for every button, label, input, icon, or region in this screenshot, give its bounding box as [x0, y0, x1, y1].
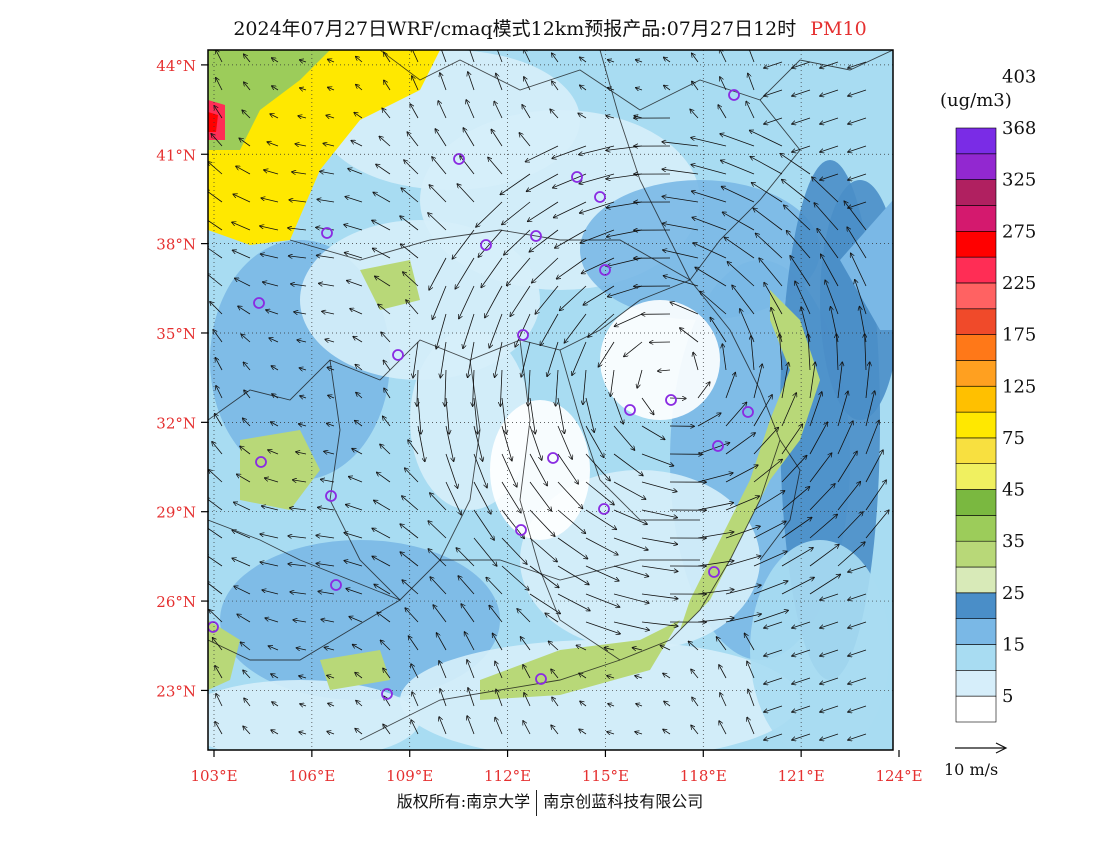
longitude-labels: 103°E 106°E 109°E 112°E 115°E 118°E 121°E 124°E	[190, 767, 922, 785]
legend-swatch	[956, 154, 996, 180]
legend-swatch	[956, 619, 996, 645]
concentration-field	[180, 50, 900, 760]
legend-label: 325	[1002, 170, 1036, 191]
legend-label: 125	[1002, 376, 1036, 397]
legend-label: 225	[1002, 273, 1036, 294]
legend-label: 25	[1002, 583, 1025, 604]
lat-label: 35°N	[156, 325, 196, 343]
legend-label: 368	[1002, 118, 1036, 139]
lon-label: 106°E	[288, 767, 335, 785]
lat-label: 38°N	[156, 236, 196, 254]
lon-label: 124°E	[875, 767, 922, 785]
legend-swatch	[956, 206, 996, 232]
lon-label: 103°E	[190, 767, 237, 785]
legend-swatch	[956, 257, 996, 283]
color-legend: 5 15 25 35 45 75 125 175 225 275 325 368 403	[956, 66, 1036, 722]
footer-separator	[536, 790, 537, 816]
wind-scale-arrow	[955, 743, 1006, 753]
legend-label: 35	[1002, 531, 1025, 552]
lon-label: 121°E	[778, 767, 825, 785]
legend-swatch	[956, 128, 996, 154]
lat-label: 26°N	[156, 593, 196, 611]
lat-label: 29°N	[156, 504, 196, 522]
legend-label: 45	[1002, 480, 1025, 501]
legend-swatch	[956, 541, 996, 567]
latitude-labels: 44°N 41°N 38°N 35°N 32°N 29°N 26°N 23°N	[156, 57, 196, 701]
legend-swatch	[956, 180, 996, 206]
legend-swatch	[956, 386, 996, 412]
legend-swatch	[956, 593, 996, 619]
legend-label: 75	[1002, 428, 1025, 449]
footer-left: 版权所有:南京大学	[397, 792, 530, 811]
copyright-footer: 版权所有:南京大学南京创蓝科技有限公司	[0, 788, 1100, 816]
legend-unit: (ug/m3)	[940, 90, 1012, 111]
legend-swatch	[956, 335, 996, 361]
legend-label: 5	[1002, 686, 1013, 707]
legend-swatch	[956, 696, 996, 722]
legend-swatch	[956, 412, 996, 438]
lon-label: 109°E	[386, 767, 433, 785]
legend-swatch	[956, 283, 996, 309]
lat-label: 32°N	[156, 414, 196, 432]
legend-swatch	[956, 464, 996, 490]
legend-swatch	[956, 515, 996, 541]
legend-label: 275	[1002, 221, 1036, 242]
legend-swatch	[956, 645, 996, 671]
legend-swatch	[956, 490, 996, 516]
legend-label: 15	[1002, 635, 1025, 656]
legend-swatch	[956, 309, 996, 335]
legend-swatch	[956, 360, 996, 386]
lon-label: 118°E	[680, 767, 727, 785]
lat-label: 41°N	[156, 146, 196, 164]
legend-label: 175	[1002, 325, 1036, 346]
lat-label: 23°N	[156, 682, 196, 700]
legend-swatch	[956, 567, 996, 593]
legend-swatch	[956, 438, 996, 464]
lat-label: 44°N	[156, 57, 196, 75]
lon-label: 112°E	[484, 767, 531, 785]
legend-swatch	[956, 670, 996, 696]
lon-label: 115°E	[582, 767, 629, 785]
footer-right: 南京创蓝科技有限公司	[543, 792, 703, 811]
legend-label: 403	[1002, 66, 1036, 87]
wind-scale-label: 10 m/s	[944, 760, 998, 779]
legend-swatch	[956, 231, 996, 257]
